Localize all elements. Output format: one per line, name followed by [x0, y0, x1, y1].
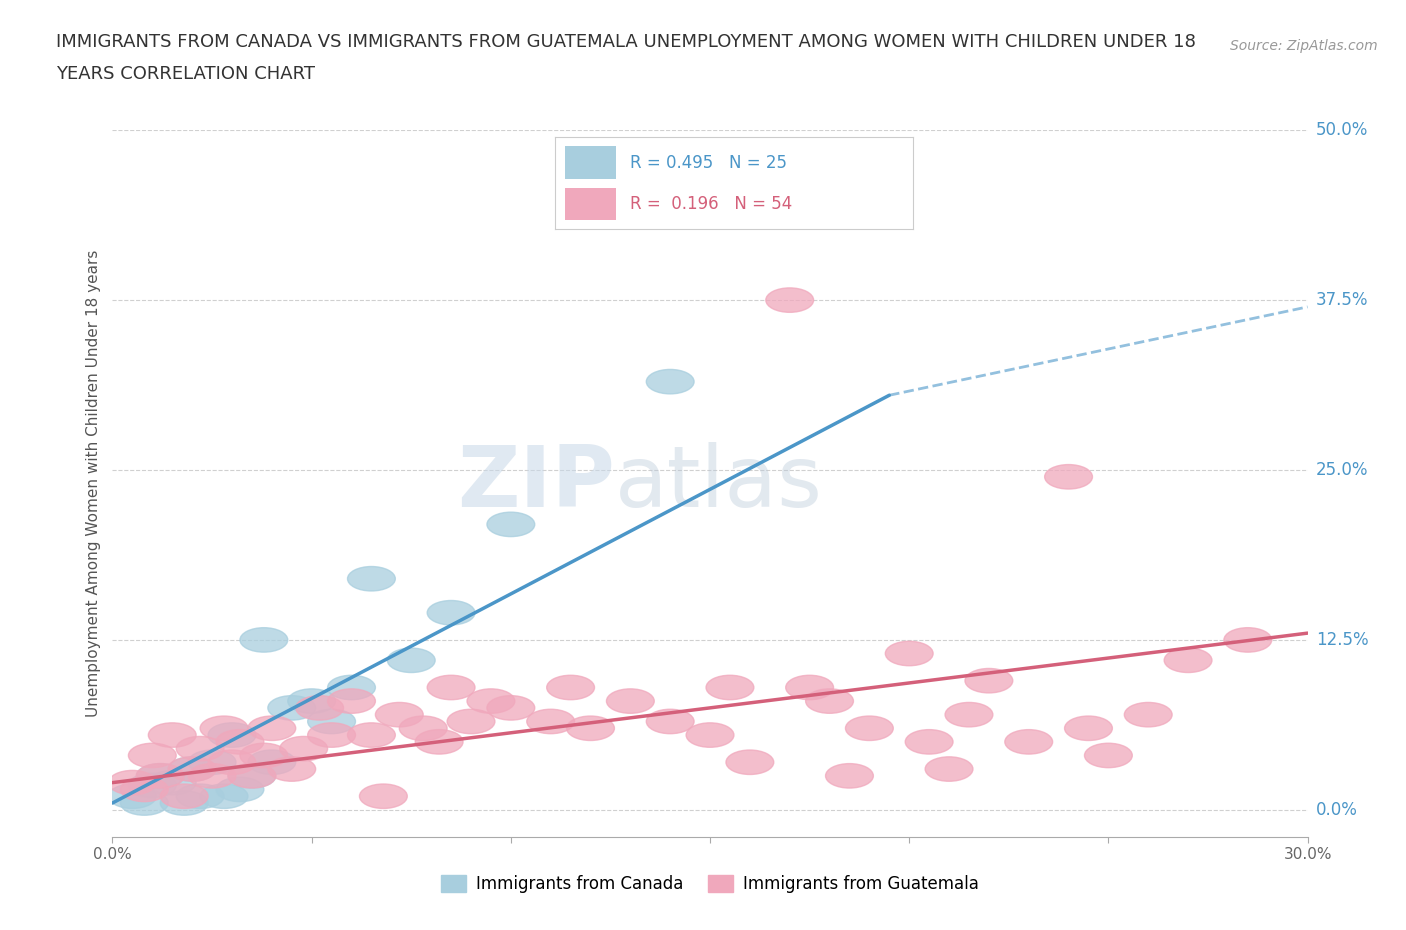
Ellipse shape — [806, 689, 853, 713]
Ellipse shape — [567, 716, 614, 740]
Ellipse shape — [228, 764, 276, 788]
Ellipse shape — [295, 696, 343, 720]
Ellipse shape — [447, 710, 495, 734]
Ellipse shape — [247, 750, 295, 775]
Ellipse shape — [188, 764, 236, 788]
Ellipse shape — [347, 723, 395, 748]
Legend: Immigrants from Canada, Immigrants from Guatemala: Immigrants from Canada, Immigrants from … — [434, 868, 986, 899]
Ellipse shape — [169, 757, 217, 781]
Ellipse shape — [217, 777, 264, 802]
Ellipse shape — [886, 642, 934, 666]
Ellipse shape — [467, 689, 515, 713]
Ellipse shape — [200, 784, 247, 808]
Ellipse shape — [945, 702, 993, 727]
Text: 50.0%: 50.0% — [1316, 121, 1368, 140]
Ellipse shape — [269, 757, 315, 781]
Ellipse shape — [149, 770, 197, 795]
Text: IMMIGRANTS FROM CANADA VS IMMIGRANTS FROM GUATEMALA UNEMPLOYMENT AMONG WOMEN WIT: IMMIGRANTS FROM CANADA VS IMMIGRANTS FRO… — [56, 33, 1197, 50]
Ellipse shape — [128, 773, 176, 798]
Ellipse shape — [108, 784, 156, 808]
Text: Source: ZipAtlas.com: Source: ZipAtlas.com — [1230, 39, 1378, 53]
Ellipse shape — [308, 723, 356, 748]
Ellipse shape — [845, 172, 893, 197]
Ellipse shape — [399, 716, 447, 740]
Ellipse shape — [825, 764, 873, 788]
Ellipse shape — [121, 790, 169, 816]
Ellipse shape — [1005, 730, 1053, 754]
Text: 37.5%: 37.5% — [1316, 291, 1368, 309]
Ellipse shape — [1084, 743, 1132, 767]
Ellipse shape — [647, 369, 695, 394]
Ellipse shape — [347, 566, 395, 591]
Ellipse shape — [375, 702, 423, 727]
Ellipse shape — [786, 675, 834, 699]
Ellipse shape — [328, 689, 375, 713]
Text: 25.0%: 25.0% — [1316, 461, 1368, 479]
Ellipse shape — [427, 675, 475, 699]
Text: ZIP: ZIP — [457, 442, 614, 525]
Ellipse shape — [486, 512, 534, 537]
Ellipse shape — [547, 675, 595, 699]
Ellipse shape — [415, 730, 463, 754]
Ellipse shape — [328, 675, 375, 699]
Ellipse shape — [308, 710, 356, 734]
Ellipse shape — [360, 784, 408, 808]
Text: 12.5%: 12.5% — [1316, 631, 1368, 649]
Ellipse shape — [606, 689, 654, 713]
Ellipse shape — [188, 750, 236, 775]
Ellipse shape — [247, 716, 295, 740]
Ellipse shape — [160, 784, 208, 808]
Ellipse shape — [965, 669, 1012, 693]
Text: atlas: atlas — [614, 442, 823, 525]
Ellipse shape — [527, 710, 575, 734]
Ellipse shape — [176, 737, 224, 761]
Ellipse shape — [427, 601, 475, 625]
Ellipse shape — [208, 723, 256, 748]
Ellipse shape — [217, 730, 264, 754]
Ellipse shape — [706, 675, 754, 699]
Ellipse shape — [269, 696, 315, 720]
Ellipse shape — [288, 689, 336, 713]
Ellipse shape — [228, 764, 276, 788]
Ellipse shape — [845, 716, 893, 740]
Ellipse shape — [208, 750, 256, 775]
Ellipse shape — [905, 730, 953, 754]
Ellipse shape — [108, 770, 156, 795]
Ellipse shape — [725, 750, 773, 775]
Ellipse shape — [486, 696, 534, 720]
Ellipse shape — [136, 764, 184, 788]
Ellipse shape — [1045, 465, 1092, 489]
Ellipse shape — [1064, 716, 1112, 740]
Ellipse shape — [766, 288, 814, 312]
Ellipse shape — [925, 757, 973, 781]
Ellipse shape — [121, 777, 169, 802]
Y-axis label: Unemployment Among Women with Children Under 18 years: Unemployment Among Women with Children U… — [86, 250, 101, 717]
Ellipse shape — [200, 716, 247, 740]
Ellipse shape — [1164, 648, 1212, 672]
Ellipse shape — [280, 737, 328, 761]
Ellipse shape — [388, 648, 436, 672]
Ellipse shape — [1223, 628, 1271, 652]
Ellipse shape — [686, 723, 734, 748]
Ellipse shape — [149, 723, 197, 748]
Text: 0.0%: 0.0% — [1316, 801, 1358, 818]
Text: YEARS CORRELATION CHART: YEARS CORRELATION CHART — [56, 65, 315, 83]
Ellipse shape — [647, 710, 695, 734]
Ellipse shape — [1125, 702, 1173, 727]
Ellipse shape — [176, 784, 224, 808]
Ellipse shape — [136, 764, 184, 788]
Ellipse shape — [160, 790, 208, 816]
Ellipse shape — [240, 743, 288, 767]
Ellipse shape — [128, 743, 176, 767]
Ellipse shape — [240, 628, 288, 652]
Ellipse shape — [169, 757, 217, 781]
